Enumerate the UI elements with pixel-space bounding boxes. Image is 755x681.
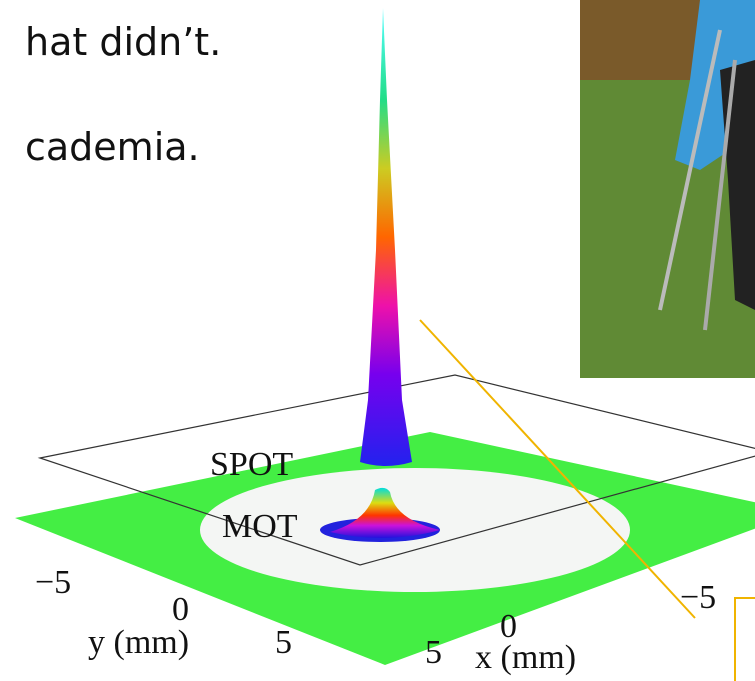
page: hat didn’t. cademia. SPOT MOT −5 0 5 y (… <box>0 0 755 681</box>
plot-label: MOT <box>222 508 298 545</box>
callout-box <box>735 598 755 681</box>
axis-label: x (mm) <box>475 639 576 676</box>
spot-peak <box>360 8 412 466</box>
slide: hat didn’t. cademia. SPOT MOT −5 0 5 y (… <box>0 0 755 681</box>
plot-label: SPOT <box>210 446 293 483</box>
slide-text: cademia. <box>25 125 200 169</box>
axis-tick: −5 <box>35 564 71 601</box>
axis-label: y (mm) <box>88 624 189 661</box>
axis-tick: 5 <box>425 634 442 671</box>
axis-tick: −5 <box>680 579 716 616</box>
photo <box>580 0 755 378</box>
axis-tick: 0 <box>172 591 189 628</box>
axis-tick: 5 <box>275 624 292 661</box>
slide-text: hat didn’t. <box>25 20 221 64</box>
